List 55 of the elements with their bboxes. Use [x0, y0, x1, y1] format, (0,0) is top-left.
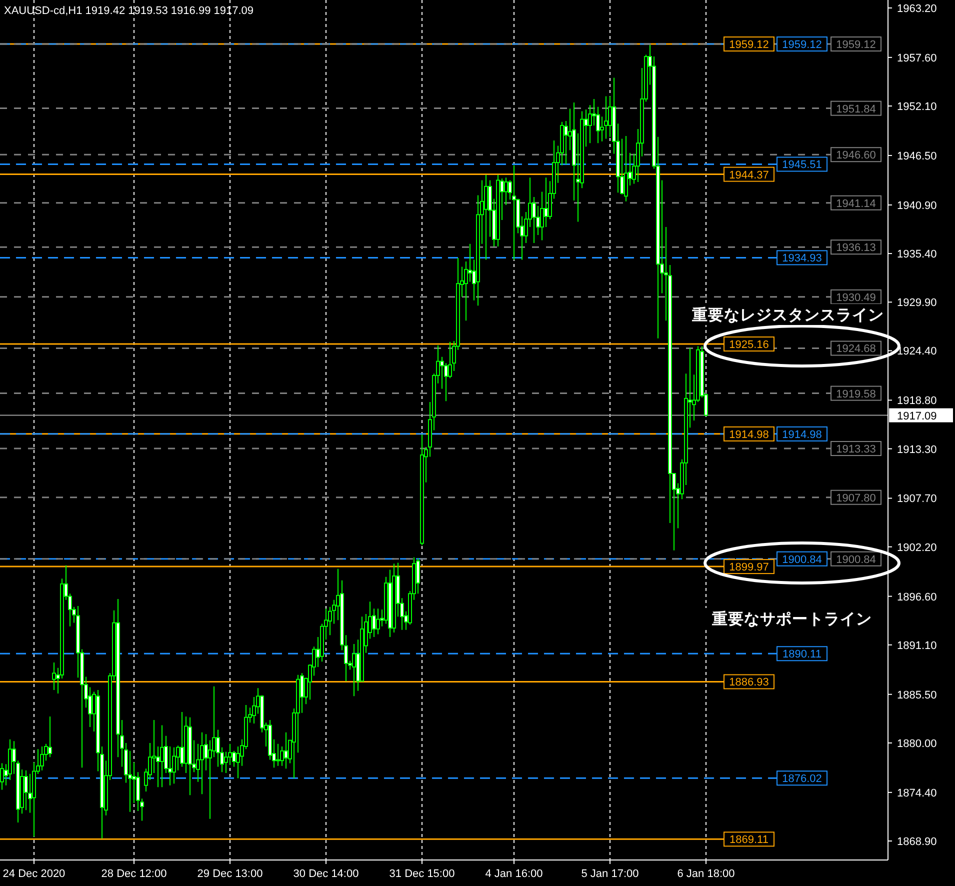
ref-line-label: 1959.12 [729, 38, 769, 51]
y-tick-label: 1868.90 [897, 836, 937, 848]
x-tick-label: 29 Dec 13:00 [197, 868, 263, 880]
ref-line-label: 1934.93 [782, 252, 822, 265]
x-tick-label: 31 Dec 15:00 [389, 868, 455, 880]
ref-line-label: 1900.84 [836, 554, 876, 566]
y-tick-label: 1963.20 [897, 2, 937, 15]
y-tick-label: 1952.10 [897, 101, 937, 114]
y-tick-label: 1935.40 [897, 248, 937, 261]
y-tick-label: 1913.30 [897, 444, 937, 456]
x-tick-label: 6 Jan 18:00 [677, 868, 735, 880]
x-tick-label: 30 Dec 14:00 [293, 868, 359, 880]
annotation: 重要なサポートライン [711, 610, 872, 628]
ref-line-label: 1876.02 [782, 773, 822, 786]
text: XAUUSD-cd,H1 1919.42 1919.53 1916.99 1917.09 [4, 5, 254, 17]
ref-line-label: 1951.84 [836, 103, 876, 116]
ref-line-label: 1944.37 [729, 169, 769, 182]
ref-line-label: 1914.98 [782, 428, 822, 441]
x-tick-label: 5 Jan 17:00 [581, 868, 639, 880]
y-tick-label: 1880.00 [897, 738, 937, 750]
y-tick-label: 1907.70 [897, 493, 937, 506]
ref-line-label: 1919.58 [836, 388, 876, 400]
y-tick-label: 1891.10 [897, 640, 937, 652]
ref-line-label: 1913.33 [836, 444, 876, 456]
y-tick-label: 1874.40 [897, 787, 937, 800]
text: 1917.09 [897, 410, 937, 422]
x-tick-label: 24 Dec 2020 [2, 868, 66, 880]
ref-line-label: 1930.49 [836, 292, 876, 304]
y-tick-label: 1929.90 [897, 297, 937, 310]
y-tick-label: 1902.20 [897, 542, 937, 554]
y-tick-label: 1918.80 [897, 395, 937, 408]
y-tick-label: 1940.90 [897, 200, 937, 212]
ref-line-label: 1890.11 [782, 648, 822, 661]
ref-line-label: 1899.97 [729, 562, 769, 574]
x-tick-label: 28 Dec 12:00 [101, 868, 167, 880]
ref-line-label: 1907.80 [836, 492, 876, 504]
ref-line-label: 1946.60 [836, 150, 876, 162]
y-tick-label: 1957.60 [897, 52, 937, 64]
ref-line-label: 1914.98 [729, 428, 769, 441]
y-tick-label: 1946.50 [897, 150, 937, 162]
ref-line-label: 1886.93 [729, 676, 769, 689]
x-tick-label: 4 Jan 16:00 [485, 868, 543, 880]
ref-line-label: 1869.11 [730, 834, 768, 846]
ref-line-label: 1900.84 [782, 554, 822, 566]
ref-line-label: 1936.13 [836, 242, 876, 254]
y-tick-label: 1896.60 [897, 591, 937, 604]
ref-line-label: 1925.16 [729, 339, 769, 351]
y-tick-label: 1924.40 [897, 346, 937, 358]
annotation: 重要なレジスタンスライン [691, 306, 884, 324]
ref-line-label: 1959.12 [782, 38, 822, 51]
ref-line-label: 1924.68 [836, 343, 876, 356]
y-tick-label: 1885.50 [897, 689, 937, 702]
ref-line-label: 1941.14 [836, 198, 876, 210]
ref-line-label: 1959.12 [836, 38, 876, 51]
ref-line-label: 1945.51 [782, 159, 822, 172]
